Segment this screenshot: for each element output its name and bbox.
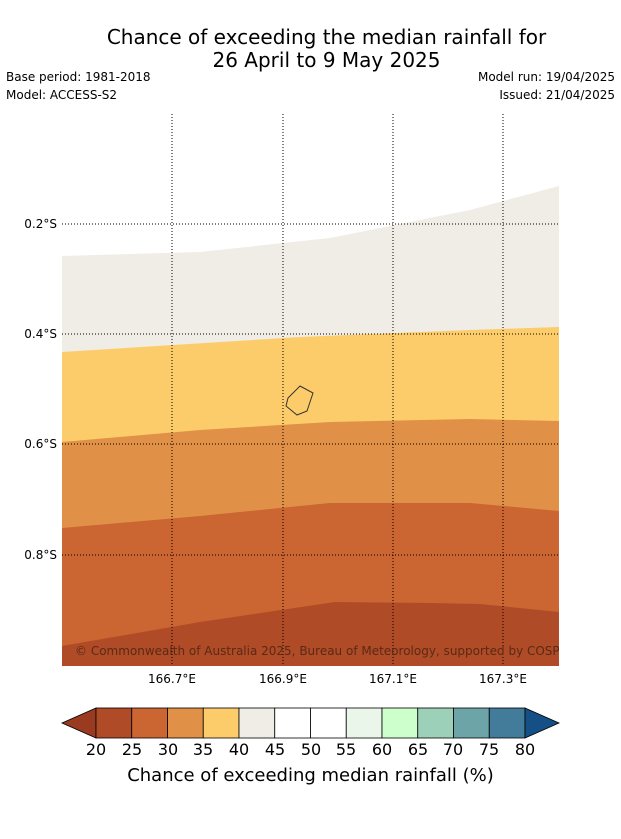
meta-right: Model run: 19/04/2025 Issued: 21/04/2025: [478, 68, 615, 104]
graticule: [62, 114, 559, 666]
colorbar-under-triangle: [61, 707, 97, 739]
lat-labels: 0.2°S 0.4°S 0.6°S 0.8°S: [24, 217, 57, 562]
colorbar-tick-label: 20: [85, 740, 107, 759]
lat-label: 0.4°S: [24, 327, 57, 341]
meta-left: Base period: 1981-2018 Model: ACCESS-S2: [6, 68, 151, 104]
lon-label: 167.1°E: [369, 672, 417, 686]
colorbar-tick-label: 50: [300, 740, 322, 759]
base-period-text: Base period: 1981-2018: [6, 70, 151, 84]
colorbar-segment: [167, 707, 204, 739]
colorbar-segment: [95, 707, 133, 739]
colorbar-segment: [202, 707, 240, 739]
colorbar-segment: [274, 707, 311, 739]
lat-label: 0.8°S: [24, 548, 57, 562]
island-outline: [285, 385, 314, 416]
lon-label: 167.3°E: [479, 672, 527, 686]
model-text: Model: ACCESS-S2: [6, 88, 118, 102]
colorbar-over-triangle: [524, 707, 560, 739]
colorbar-tick-label: 70: [442, 740, 464, 759]
colorbar-tick-label: 55: [335, 740, 357, 759]
colorbar-segment: [310, 707, 347, 739]
lat-label: 0.2°S: [24, 217, 57, 231]
colorbar-segment: [131, 707, 168, 739]
map-area: © Commonwealth of Australia 2025, Bureau…: [62, 114, 580, 666]
band-20-25: [62, 602, 559, 666]
colorbar-tick-label: 80: [514, 740, 536, 759]
lon-label: 166.9°E: [259, 672, 307, 686]
colorbar-segment: [381, 707, 419, 739]
model-run-text: Model run: 19/04/2025: [477, 70, 615, 84]
map-title-line1: Chance of exceeding the median rainfall …: [106, 25, 547, 49]
colorbar-segment: [345, 707, 383, 739]
colorbar-segment: [488, 707, 526, 739]
colorbar-tick-label: 40: [228, 740, 250, 759]
colorbar-tick-label: 65: [407, 740, 429, 759]
colorbar-tick-label: 45: [264, 740, 286, 759]
colorbar-segment: [417, 707, 454, 739]
issued-text: Issued: 21/04/2025: [499, 88, 615, 102]
map-title-line2: 26 April to 9 May 2025: [212, 48, 441, 72]
colorbar-tick-label: 60: [371, 740, 393, 759]
colorbar-segment: [238, 707, 276, 739]
colorbar-title: Chance of exceeding median rainfall (%): [127, 765, 494, 786]
lat-label: 0.6°S: [24, 437, 57, 451]
lon-labels: 166.7°E 166.9°E 167.1°E 167.3°E: [148, 672, 527, 686]
lon-label: 166.7°E: [148, 672, 196, 686]
colorbar-tick-label: 25: [121, 740, 143, 759]
colorbar-tick-label: 30: [157, 740, 179, 759]
colorbar-segment: [453, 707, 490, 739]
copyright-text: © Commonwealth of Australia 2025, Bureau…: [75, 644, 580, 658]
colorbar-tick-label: 75: [478, 740, 500, 759]
colorbar-tick-label: 35: [192, 740, 214, 759]
colorbar: [61, 707, 560, 739]
